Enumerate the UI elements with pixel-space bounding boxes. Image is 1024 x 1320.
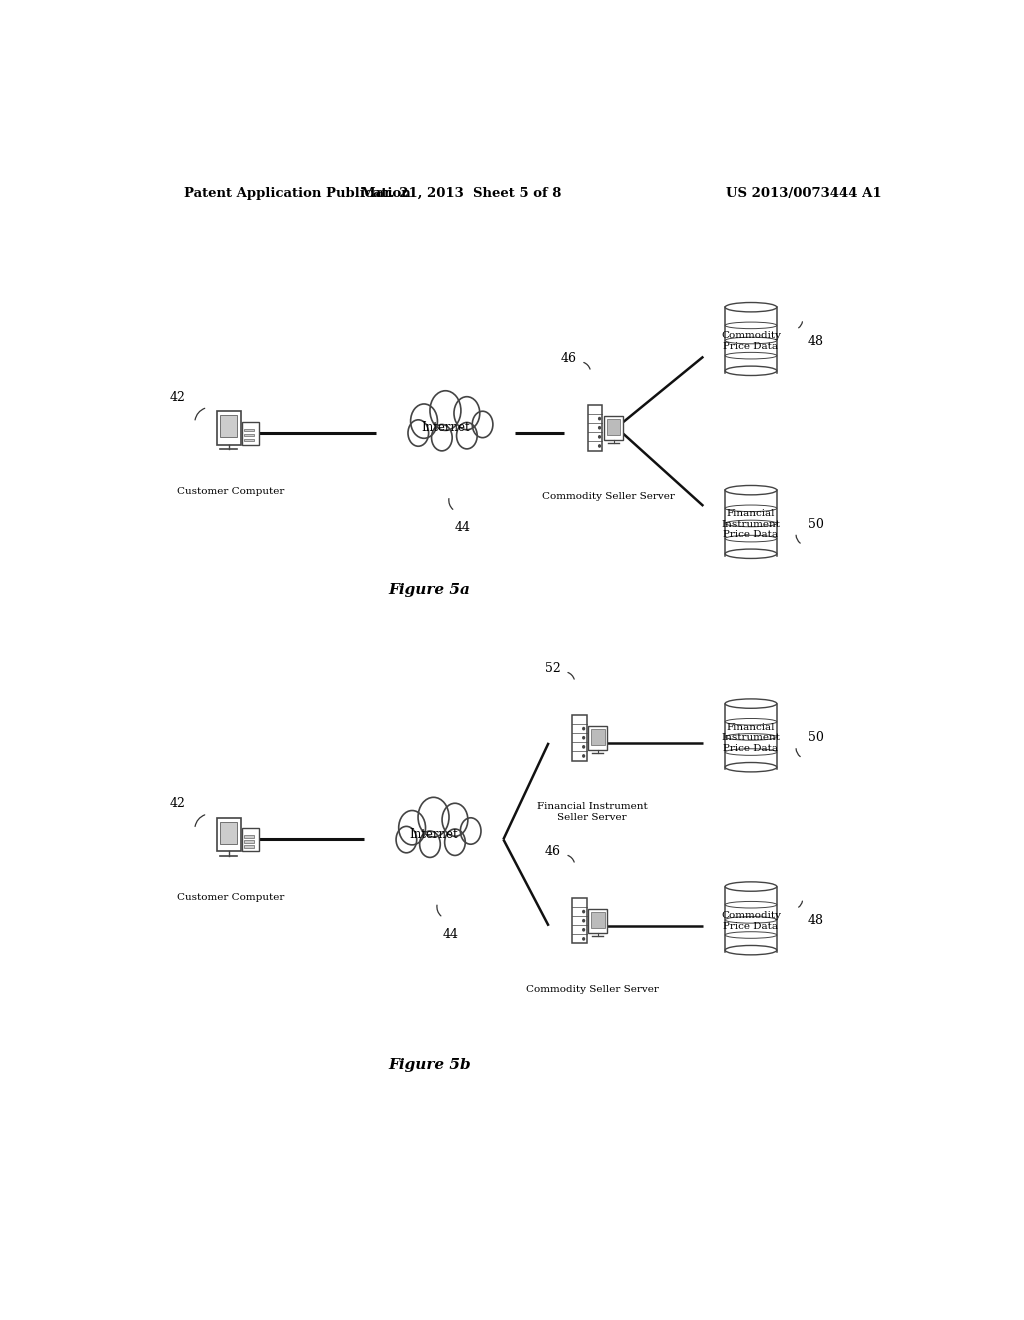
- Text: 46: 46: [545, 845, 560, 858]
- FancyBboxPatch shape: [607, 420, 621, 436]
- FancyBboxPatch shape: [725, 887, 777, 954]
- Circle shape: [583, 746, 585, 748]
- Circle shape: [583, 929, 585, 931]
- FancyBboxPatch shape: [217, 817, 241, 851]
- Text: 44: 44: [455, 521, 471, 535]
- Ellipse shape: [725, 763, 777, 772]
- Ellipse shape: [414, 408, 484, 445]
- Text: 44: 44: [443, 928, 459, 941]
- Circle shape: [583, 737, 585, 739]
- Ellipse shape: [725, 486, 777, 495]
- Ellipse shape: [725, 945, 777, 954]
- FancyBboxPatch shape: [604, 416, 623, 440]
- Text: 46: 46: [560, 352, 577, 366]
- Text: Patent Application Publication: Patent Application Publication: [183, 187, 411, 199]
- Text: Commodity
Price Data: Commodity Price Data: [721, 911, 781, 931]
- Circle shape: [583, 727, 585, 730]
- FancyBboxPatch shape: [220, 822, 238, 843]
- Circle shape: [396, 826, 417, 853]
- FancyBboxPatch shape: [725, 490, 777, 558]
- Circle shape: [430, 391, 461, 430]
- FancyBboxPatch shape: [409, 425, 482, 438]
- FancyBboxPatch shape: [245, 434, 254, 436]
- FancyBboxPatch shape: [242, 828, 258, 851]
- FancyBboxPatch shape: [245, 438, 254, 441]
- Circle shape: [457, 422, 477, 449]
- Text: Commodity Seller Server: Commodity Seller Server: [542, 492, 675, 500]
- Text: Financial
Instrument
Price Data: Financial Instrument Price Data: [722, 723, 780, 752]
- Circle shape: [461, 818, 481, 845]
- Text: Financial Instrument
Seller Server: Financial Instrument Seller Server: [537, 801, 647, 822]
- Text: Financial
Instrument
Price Data: Financial Instrument Price Data: [722, 510, 780, 539]
- Ellipse shape: [725, 549, 777, 558]
- Circle shape: [408, 420, 429, 446]
- FancyBboxPatch shape: [245, 836, 254, 838]
- FancyBboxPatch shape: [245, 845, 254, 847]
- Ellipse shape: [725, 302, 777, 312]
- Text: Figure 5a: Figure 5a: [389, 583, 470, 598]
- Circle shape: [431, 425, 453, 451]
- Text: 48: 48: [808, 335, 824, 348]
- Text: 42: 42: [170, 391, 186, 404]
- Circle shape: [583, 911, 585, 912]
- Text: Customer Computer: Customer Computer: [177, 487, 285, 496]
- FancyBboxPatch shape: [245, 429, 254, 432]
- Circle shape: [472, 412, 493, 438]
- Text: Internet: Internet: [421, 421, 470, 434]
- Ellipse shape: [725, 366, 777, 375]
- Text: 42: 42: [170, 797, 186, 810]
- Circle shape: [599, 445, 600, 447]
- Circle shape: [454, 397, 480, 430]
- FancyBboxPatch shape: [588, 405, 602, 450]
- Text: Internet: Internet: [410, 828, 458, 841]
- Circle shape: [411, 404, 437, 438]
- Circle shape: [599, 436, 600, 438]
- FancyBboxPatch shape: [220, 416, 238, 437]
- Text: Figure 5b: Figure 5b: [388, 1059, 471, 1072]
- FancyBboxPatch shape: [589, 908, 607, 933]
- FancyBboxPatch shape: [572, 898, 587, 944]
- FancyBboxPatch shape: [725, 704, 777, 772]
- Circle shape: [583, 920, 585, 921]
- FancyBboxPatch shape: [245, 841, 254, 842]
- FancyBboxPatch shape: [725, 308, 777, 375]
- Circle shape: [599, 417, 600, 420]
- Ellipse shape: [725, 882, 777, 891]
- Circle shape: [444, 829, 465, 855]
- Circle shape: [420, 832, 440, 858]
- Text: 50: 50: [808, 517, 824, 531]
- FancyBboxPatch shape: [591, 729, 604, 744]
- Text: 52: 52: [545, 663, 560, 675]
- Text: 48: 48: [808, 915, 824, 927]
- Text: Mar. 21, 2013  Sheet 5 of 8: Mar. 21, 2013 Sheet 5 of 8: [361, 187, 561, 199]
- Text: Customer Computer: Customer Computer: [177, 894, 285, 903]
- FancyBboxPatch shape: [242, 421, 258, 445]
- Text: US 2013/0073444 A1: US 2013/0073444 A1: [726, 187, 882, 199]
- Text: Commodity
Price Data: Commodity Price Data: [721, 331, 781, 351]
- Circle shape: [442, 804, 468, 837]
- Circle shape: [599, 426, 600, 429]
- Text: 50: 50: [808, 731, 824, 744]
- Circle shape: [583, 937, 585, 940]
- FancyBboxPatch shape: [217, 411, 241, 445]
- Circle shape: [418, 797, 449, 837]
- Circle shape: [583, 755, 585, 758]
- Ellipse shape: [725, 698, 777, 709]
- FancyBboxPatch shape: [591, 912, 604, 928]
- FancyBboxPatch shape: [572, 715, 587, 760]
- Text: Commodity Seller Server: Commodity Seller Server: [525, 985, 658, 994]
- FancyBboxPatch shape: [396, 832, 471, 845]
- Circle shape: [398, 810, 426, 845]
- FancyBboxPatch shape: [589, 726, 607, 750]
- Ellipse shape: [401, 814, 473, 851]
